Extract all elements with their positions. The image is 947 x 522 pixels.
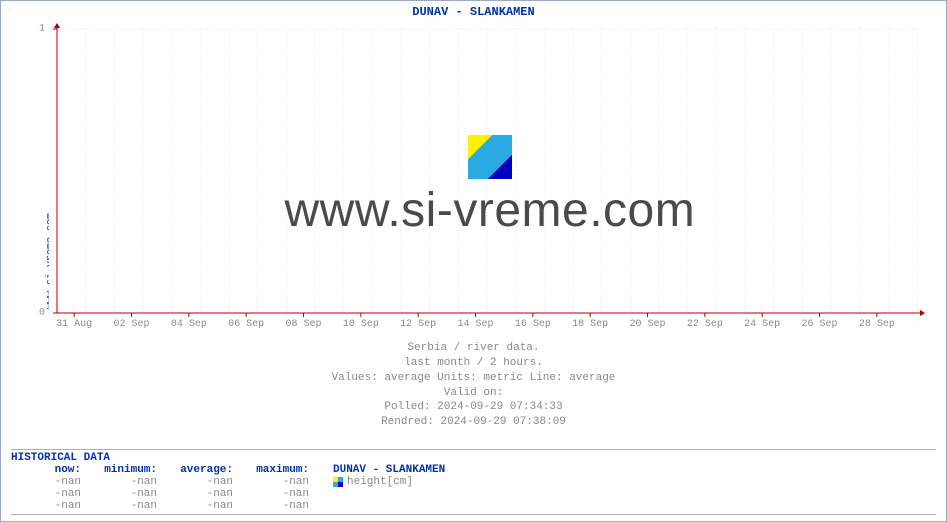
- historical-header-row: now:minimum:average:maximum:DUNAV - SLAN…: [11, 464, 936, 476]
- historical-series-unit: height[cm]: [315, 476, 413, 488]
- series-marker-icon: [333, 477, 343, 487]
- historical-cell: -nan: [11, 500, 87, 512]
- historical-header-cell: maximum:: [239, 464, 315, 476]
- historical-cell: -nan: [239, 500, 315, 512]
- page-frame: www.si-vreme.com DUNAV - SLANKAMEN 31 Au…: [0, 0, 947, 522]
- historical-cell: -nan: [87, 488, 163, 500]
- x-tick-label: 26 Sep: [802, 319, 838, 330]
- historical-cell: -nan: [163, 500, 239, 512]
- x-tick-label: 12 Sep: [400, 319, 436, 330]
- caption-line: Polled: 2024-09-29 07:34:33: [1, 400, 946, 415]
- watermark-logo-icon: [468, 135, 512, 179]
- caption-line: Serbia / river data.: [1, 341, 946, 356]
- x-tick-label: 06 Sep: [228, 319, 264, 330]
- historical-cell: -nan: [239, 488, 315, 500]
- caption-line: Valid on:: [1, 386, 946, 401]
- historical-row: -nan-nan-nan-nanheight[cm]: [11, 476, 936, 488]
- x-tick-label: 04 Sep: [171, 319, 207, 330]
- x-tick-label: 02 Sep: [114, 319, 150, 330]
- x-tick-label: 14 Sep: [458, 319, 494, 330]
- historical-cell: -nan: [11, 488, 87, 500]
- historical-series-label: DUNAV - SLANKAMEN: [315, 464, 445, 476]
- historical-row: -nan-nan-nan-nan: [11, 500, 936, 512]
- x-tick-label: 24 Sep: [744, 319, 780, 330]
- historical-header-cell: average:: [163, 464, 239, 476]
- x-tick-label: 16 Sep: [515, 319, 551, 330]
- historical-data: HISTORICAL DATA now:minimum:average:maxi…: [11, 449, 936, 515]
- y-tick-label: 1: [29, 24, 45, 35]
- caption-line: last month / 2 hours.: [1, 356, 946, 371]
- x-tick-label: 18 Sep: [572, 319, 608, 330]
- historical-cell: -nan: [239, 476, 315, 488]
- historical-row: -nan-nan-nan-nan: [11, 488, 936, 500]
- historical-title: HISTORICAL DATA: [11, 452, 936, 464]
- caption-line: Values: average Units: metric Line: aver…: [1, 371, 946, 386]
- historical-header-cell: minimum:: [87, 464, 163, 476]
- historical-cell: -nan: [163, 476, 239, 488]
- y-tick-label: 0: [29, 308, 45, 319]
- caption-line: Rendred: 2024-09-29 07:38:09: [1, 415, 946, 430]
- x-tick-label: 28 Sep: [859, 319, 895, 330]
- x-tick-label: 20 Sep: [630, 319, 666, 330]
- x-tick-label: 08 Sep: [286, 319, 322, 330]
- x-tick-label: 10 Sep: [343, 319, 379, 330]
- chart-title: DUNAV - SLANKAMEN: [1, 5, 946, 19]
- x-tick-label: 22 Sep: [687, 319, 723, 330]
- series-unit-text: height[cm]: [347, 476, 413, 488]
- chart-caption: Serbia / river data. last month / 2 hour…: [1, 341, 946, 430]
- x-tick-label: 31 Aug: [56, 319, 92, 330]
- historical-cell: -nan: [163, 488, 239, 500]
- watermark-text: www.si-vreme.com: [285, 183, 696, 238]
- historical-header-cell: now:: [11, 464, 87, 476]
- historical-cell: -nan: [11, 476, 87, 488]
- historical-cell: -nan: [87, 476, 163, 488]
- historical-cell: -nan: [87, 500, 163, 512]
